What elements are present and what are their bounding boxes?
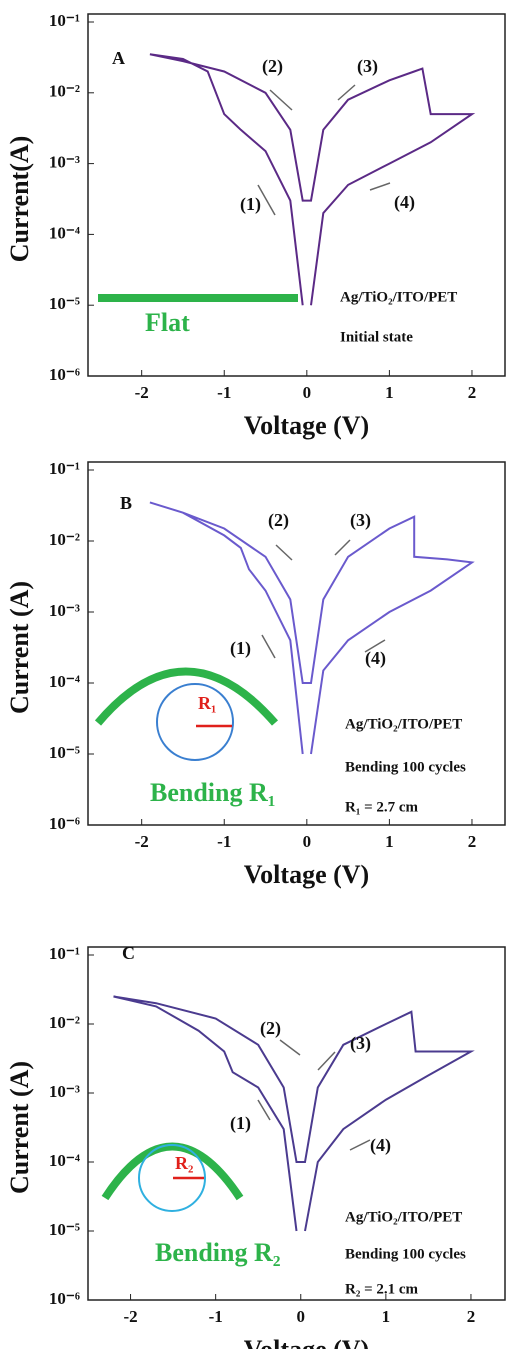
annotation: (4) [394, 192, 415, 213]
y-tick-label: 10⁻¹ [49, 944, 80, 963]
arrow [270, 90, 292, 110]
x-tick-label: 1 [385, 832, 394, 851]
annotation: (1) [230, 638, 251, 659]
radius-circle [157, 684, 233, 760]
figure: 10⁻¹ 10⁻² 10⁻³ 10⁻⁴ 10⁻⁵ 10⁻⁶ -2 -1 0 1 2 Voltage (… [0, 0, 526, 1349]
y-tick-label: 10⁻³ [49, 153, 80, 172]
y-axis-title: Current (A) [5, 1061, 34, 1194]
x-tick-label: 0 [303, 832, 312, 851]
y-tick-label: 10⁻⁴ [49, 672, 80, 691]
x-tick-label: 1 [385, 383, 394, 402]
flat-bar [98, 294, 298, 302]
arrow [262, 635, 275, 658]
bend-arc [105, 1147, 240, 1199]
x-tick-label: -1 [217, 383, 231, 402]
annotation: (2) [268, 510, 289, 531]
x-tick-label: 0 [303, 383, 312, 402]
y-tick-label: 10⁻² [49, 1013, 80, 1032]
annotation: (2) [260, 1018, 281, 1039]
x-tick-label: 2 [467, 1307, 476, 1326]
x-tick-label: -1 [217, 832, 231, 851]
annotation: Ag/TiO₂/ITO/PET [345, 716, 462, 732]
annotation: (2) [262, 56, 283, 77]
y-tick-label: 10⁻⁵ [49, 1220, 80, 1239]
annotation: A [112, 48, 125, 68]
x-tick-label: -2 [123, 1307, 137, 1326]
x-tick-label: -2 [135, 383, 149, 402]
y-tick-label: 10⁻¹ [49, 459, 80, 478]
annotation: (1) [230, 1113, 251, 1134]
annotation: R₁ = 2.7 cm [345, 799, 419, 815]
annotation: R₂ = 2.1 cm [345, 1281, 419, 1297]
arrow [370, 183, 390, 190]
x-axis-title: Voltage (V) [244, 411, 369, 440]
x-tick-label: -2 [135, 832, 149, 851]
y-tick-label: 10⁻² [49, 530, 80, 549]
annotation: Flat [145, 308, 190, 337]
arrow [280, 1040, 300, 1055]
annotation: B [120, 493, 132, 513]
annotation: Ag/TiO₂/ITO/PET [345, 1209, 462, 1225]
page: {"chart_data":[ {"type":"line","panel":"… [0, 0, 526, 1349]
x-axis-title: Voltage (V) [244, 1335, 369, 1349]
y-tick-label: 10⁻² [49, 82, 80, 101]
annotation: Bending 100 cycles [345, 759, 466, 775]
y-tick-label: 10⁻¹ [49, 11, 80, 30]
bend-arc [98, 672, 275, 724]
x-tick-label: 0 [297, 1307, 306, 1326]
y-tick-label: 10⁻⁴ [49, 1151, 80, 1170]
arrow [318, 1052, 335, 1070]
y-tick-label: 10⁻⁶ [49, 1289, 80, 1308]
annotation: (3) [350, 1033, 371, 1054]
iv-curve [114, 997, 472, 1232]
y-tick-label: 10⁻⁶ [49, 814, 80, 833]
x-tick-label: 1 [382, 1307, 391, 1326]
annotation: C [122, 943, 135, 963]
arrow [335, 540, 350, 555]
annotation: R₁ [198, 693, 216, 713]
y-tick-label: 10⁻³ [49, 601, 80, 620]
annotation: Bending R₁ [150, 778, 276, 807]
x-tick-label: -1 [209, 1307, 223, 1326]
annotation: Ag/TiO₂/ITO/PET [340, 289, 457, 305]
y-tick-label: 10⁻⁵ [49, 743, 80, 762]
annotation: (3) [357, 56, 378, 77]
y-axis-title: Current (A) [5, 581, 34, 714]
annotation: R₂ [175, 1153, 193, 1173]
y-tick-label: 10⁻⁶ [49, 365, 80, 384]
arrow [276, 545, 292, 560]
annotation: Bending 100 cycles [345, 1246, 466, 1262]
iv-curve [150, 54, 472, 305]
annotation: (4) [365, 648, 386, 669]
annotation: (4) [370, 1135, 391, 1156]
arrows [258, 85, 390, 1150]
y-tick-label: 10⁻⁴ [49, 223, 80, 242]
annotation: (3) [350, 510, 371, 531]
annotation: Initial state [340, 329, 413, 345]
annotation: (1) [240, 194, 261, 215]
y-tick-label: 10⁻³ [49, 1082, 80, 1101]
x-tick-label: 2 [468, 832, 477, 851]
x-axis-title: Voltage (V) [244, 860, 369, 889]
annotation: Bending R₂ [155, 1238, 281, 1267]
x-tick-label: 2 [468, 383, 477, 402]
arrow [350, 1140, 370, 1150]
y-tick-label: 10⁻⁵ [49, 294, 80, 313]
y-axis-title: Current(A) [5, 136, 34, 263]
